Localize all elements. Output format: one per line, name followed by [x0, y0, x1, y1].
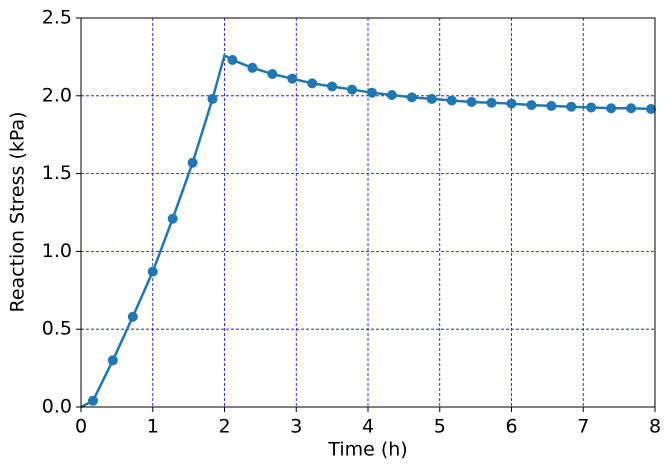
marker — [107, 355, 118, 366]
marker — [466, 97, 477, 108]
plot-frame — [80, 17, 656, 408]
x-tick-label: 6 — [505, 416, 517, 438]
y-tick-label: 1.0 — [42, 240, 72, 262]
marker — [247, 62, 258, 73]
marker — [406, 92, 417, 103]
marker — [386, 90, 397, 101]
marker — [526, 100, 537, 111]
marker — [187, 157, 198, 168]
y-tick-label: 2.0 — [42, 84, 72, 106]
x-tick-label: 5 — [434, 416, 446, 438]
x-axis-label: Time (h) — [327, 439, 407, 461]
marker — [207, 93, 218, 104]
line — [80, 53, 652, 409]
marker — [506, 98, 517, 109]
y-axis-label: Reaction Stress (kPa) — [7, 111, 29, 312]
marker — [227, 55, 238, 66]
marker — [87, 395, 98, 406]
marker — [147, 266, 158, 277]
marker — [327, 81, 338, 92]
x-tick-label: 2 — [218, 416, 230, 438]
marker — [486, 97, 497, 108]
x-tick-label: 0 — [75, 416, 87, 438]
marker — [167, 213, 178, 224]
marker — [307, 78, 318, 89]
marker — [586, 102, 597, 113]
y-tick-label: 0.0 — [42, 396, 72, 418]
marker — [626, 103, 637, 114]
x-tick-label: 3 — [290, 416, 302, 438]
marker — [566, 101, 577, 112]
marker — [287, 73, 298, 84]
marker — [347, 84, 358, 95]
x-tick-label: 1 — [147, 416, 159, 438]
y-tick-label: 0.5 — [42, 318, 72, 340]
marker — [127, 311, 138, 322]
y-tick-label: 2.5 — [42, 7, 72, 29]
marker — [367, 87, 378, 98]
marker — [606, 103, 617, 114]
y-tick-label: 1.5 — [42, 162, 72, 184]
marker — [645, 104, 656, 115]
x-tick-label: 7 — [577, 416, 589, 438]
x-tick-label: 8 — [649, 416, 661, 438]
marker — [446, 95, 457, 106]
x-tick-label: 4 — [362, 416, 374, 438]
marker — [267, 69, 278, 80]
marker — [546, 100, 557, 111]
marker — [426, 93, 437, 104]
